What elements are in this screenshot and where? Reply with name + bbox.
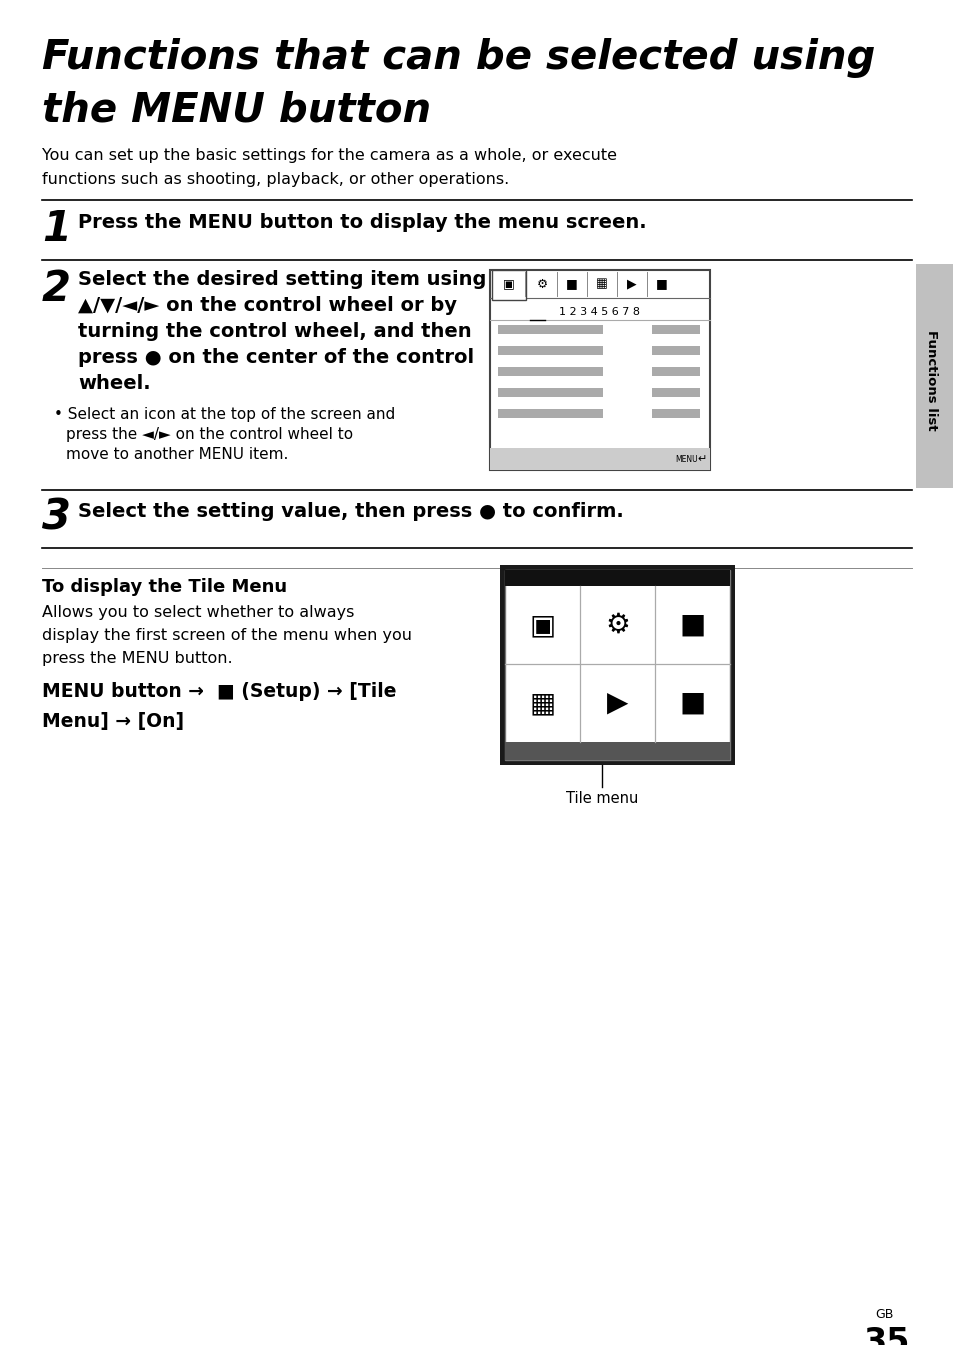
Text: • Select an icon at the top of the screen and: • Select an icon at the top of the scree…: [54, 408, 395, 422]
Text: press the ◄/► on the control wheel to: press the ◄/► on the control wheel to: [66, 426, 353, 443]
Text: Menu] → [On]: Menu] → [On]: [42, 712, 184, 730]
Text: ▶: ▶: [626, 277, 637, 291]
Text: ▣: ▣: [502, 277, 515, 291]
Text: Functions that can be selected using: Functions that can be selected using: [42, 38, 875, 78]
Text: ▦: ▦: [529, 689, 555, 717]
Text: MENU: MENU: [675, 455, 697, 464]
Text: ■: ■: [656, 277, 667, 291]
Text: 2: 2: [42, 268, 71, 309]
Text: display the first screen of the menu when you: display the first screen of the menu whe…: [42, 628, 412, 643]
Bar: [651, 387, 700, 397]
Text: 1 2 3 4 5 6 7 8: 1 2 3 4 5 6 7 8: [558, 307, 639, 317]
Text: ⚙: ⚙: [536, 277, 547, 291]
Text: Press the MENU button to display the menu screen.: Press the MENU button to display the men…: [78, 213, 646, 231]
Bar: [651, 409, 700, 418]
Text: ■: ■: [679, 611, 705, 639]
Text: Select the desired setting item using: Select the desired setting item using: [78, 270, 486, 289]
Text: GB: GB: [875, 1307, 893, 1321]
Text: Tile menu: Tile menu: [565, 791, 638, 806]
Bar: [497, 367, 602, 377]
Text: ▲/▼/◄/► on the control wheel or by: ▲/▼/◄/► on the control wheel or by: [78, 296, 456, 315]
Text: press ● on the center of the control: press ● on the center of the control: [78, 348, 474, 367]
Text: wheel.: wheel.: [78, 374, 151, 393]
Bar: [497, 409, 602, 418]
Bar: [915, 264, 953, 488]
Text: move to another MENU item.: move to another MENU item.: [66, 447, 288, 461]
Text: ⚙: ⚙: [604, 611, 629, 639]
Bar: [497, 387, 602, 397]
Bar: [497, 325, 602, 334]
Text: the MENU button: the MENU button: [42, 90, 431, 130]
Bar: [490, 448, 709, 469]
Text: 3: 3: [42, 498, 71, 539]
Text: MENU button →  ■ (Setup) → [Tile: MENU button → ■ (Setup) → [Tile: [42, 682, 396, 701]
Text: press the MENU button.: press the MENU button.: [42, 651, 233, 666]
Text: ▶: ▶: [606, 689, 627, 717]
Bar: [499, 565, 734, 765]
Bar: [651, 346, 700, 355]
Text: turning the control wheel, and then: turning the control wheel, and then: [78, 321, 471, 342]
Text: 1: 1: [42, 208, 71, 250]
Text: ▣: ▣: [529, 611, 555, 639]
Bar: [504, 570, 729, 586]
Bar: [497, 346, 602, 355]
Bar: [490, 270, 709, 469]
Text: ▦: ▦: [596, 277, 607, 291]
Text: Select the setting value, then press ● to confirm.: Select the setting value, then press ● t…: [78, 502, 623, 521]
Text: ↵: ↵: [697, 455, 706, 464]
Bar: [651, 367, 700, 377]
Text: Allows you to select whether to always: Allows you to select whether to always: [42, 605, 354, 620]
Text: functions such as shooting, playback, or other operations.: functions such as shooting, playback, or…: [42, 172, 509, 187]
Bar: [504, 570, 729, 760]
Text: 35: 35: [862, 1326, 909, 1345]
Text: Functions list: Functions list: [924, 330, 938, 430]
Bar: [504, 742, 729, 760]
Bar: [492, 270, 525, 300]
Text: ■: ■: [679, 689, 705, 717]
Bar: [651, 325, 700, 334]
Text: To display the Tile Menu: To display the Tile Menu: [42, 578, 287, 596]
Text: ■: ■: [565, 277, 578, 291]
Text: You can set up the basic settings for the camera as a whole, or execute: You can set up the basic settings for th…: [42, 148, 617, 163]
